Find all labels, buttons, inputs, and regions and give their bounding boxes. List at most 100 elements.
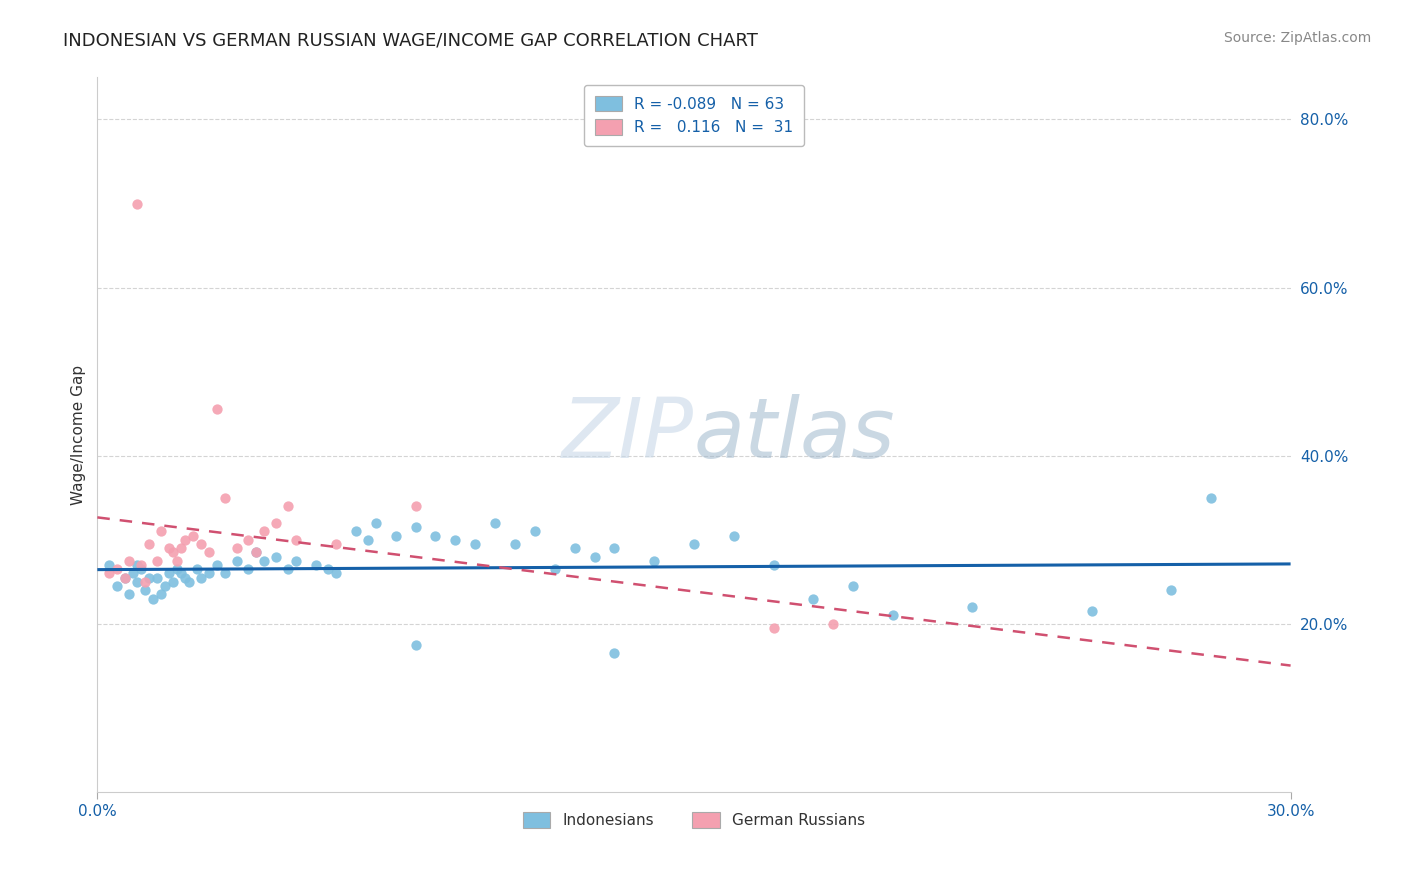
Point xyxy=(138,571,160,585)
Legend: Indonesians, German Russians: Indonesians, German Russians xyxy=(516,806,872,834)
Point xyxy=(643,554,665,568)
Point xyxy=(277,562,299,576)
Point xyxy=(484,516,506,530)
Point xyxy=(253,554,276,568)
Point xyxy=(723,528,745,542)
Point xyxy=(114,571,136,585)
Point xyxy=(364,516,387,530)
Point xyxy=(823,616,845,631)
Point xyxy=(153,579,176,593)
Point xyxy=(245,545,267,559)
Point xyxy=(238,562,260,576)
Point xyxy=(405,520,427,534)
Point xyxy=(1160,583,1182,598)
Point xyxy=(150,587,173,601)
Point xyxy=(162,574,184,589)
Point xyxy=(245,545,267,559)
Point xyxy=(962,600,984,615)
Point xyxy=(603,541,626,556)
Point xyxy=(150,524,173,539)
Point xyxy=(253,524,276,539)
Point xyxy=(129,562,152,576)
Point xyxy=(98,558,121,572)
Point xyxy=(238,533,260,547)
Point xyxy=(683,537,706,551)
Point xyxy=(357,533,380,547)
Point xyxy=(325,566,347,581)
Point xyxy=(205,402,228,417)
Point xyxy=(316,562,339,576)
Point xyxy=(1199,491,1222,505)
Point xyxy=(603,646,626,660)
Point xyxy=(197,566,219,581)
Point xyxy=(523,524,546,539)
Text: Source: ZipAtlas.com: Source: ZipAtlas.com xyxy=(1223,31,1371,45)
Point xyxy=(162,545,184,559)
Point xyxy=(129,558,152,572)
Point xyxy=(197,545,219,559)
Point xyxy=(225,541,247,556)
Point xyxy=(564,541,586,556)
Point xyxy=(214,491,236,505)
Point xyxy=(405,499,427,513)
Point xyxy=(138,537,160,551)
Point xyxy=(325,537,347,551)
Point xyxy=(266,516,288,530)
Point xyxy=(305,558,328,572)
Point xyxy=(122,566,145,581)
Point xyxy=(266,549,288,564)
Point xyxy=(98,566,121,581)
Point xyxy=(127,574,149,589)
Point xyxy=(214,566,236,581)
Point xyxy=(205,558,228,572)
Point xyxy=(166,554,188,568)
Point xyxy=(190,537,212,551)
Point xyxy=(142,591,165,606)
Point xyxy=(277,499,299,513)
Point xyxy=(157,541,180,556)
Point xyxy=(464,537,486,551)
Point xyxy=(173,571,195,585)
Point xyxy=(583,549,606,564)
Point xyxy=(503,537,526,551)
Text: ZIP: ZIP xyxy=(562,394,695,475)
Point xyxy=(170,566,193,581)
Point xyxy=(118,587,141,601)
Point xyxy=(105,562,128,576)
Point xyxy=(344,524,367,539)
Point xyxy=(118,554,141,568)
Point xyxy=(177,574,200,589)
Point xyxy=(146,571,169,585)
Point xyxy=(146,554,169,568)
Point xyxy=(127,558,149,572)
Point xyxy=(384,528,406,542)
Point xyxy=(405,638,427,652)
Point xyxy=(425,528,447,542)
Point xyxy=(157,566,180,581)
Point xyxy=(105,579,128,593)
Point xyxy=(134,583,156,598)
Point xyxy=(762,621,785,635)
Text: atlas: atlas xyxy=(695,394,896,475)
Point xyxy=(134,574,156,589)
Y-axis label: Wage/Income Gap: Wage/Income Gap xyxy=(72,365,86,505)
Point xyxy=(127,196,149,211)
Point xyxy=(166,562,188,576)
Point xyxy=(762,558,785,572)
Point xyxy=(444,533,467,547)
Point xyxy=(173,533,195,547)
Point xyxy=(114,571,136,585)
Text: INDONESIAN VS GERMAN RUSSIAN WAGE/INCOME GAP CORRELATION CHART: INDONESIAN VS GERMAN RUSSIAN WAGE/INCOME… xyxy=(63,31,758,49)
Point xyxy=(544,562,567,576)
Point xyxy=(186,562,208,576)
Point xyxy=(285,533,308,547)
Point xyxy=(1080,604,1102,618)
Point xyxy=(170,541,193,556)
Point xyxy=(181,528,204,542)
Point xyxy=(225,554,247,568)
Point xyxy=(801,591,824,606)
Point xyxy=(285,554,308,568)
Point xyxy=(190,571,212,585)
Point xyxy=(842,579,865,593)
Point xyxy=(882,608,904,623)
